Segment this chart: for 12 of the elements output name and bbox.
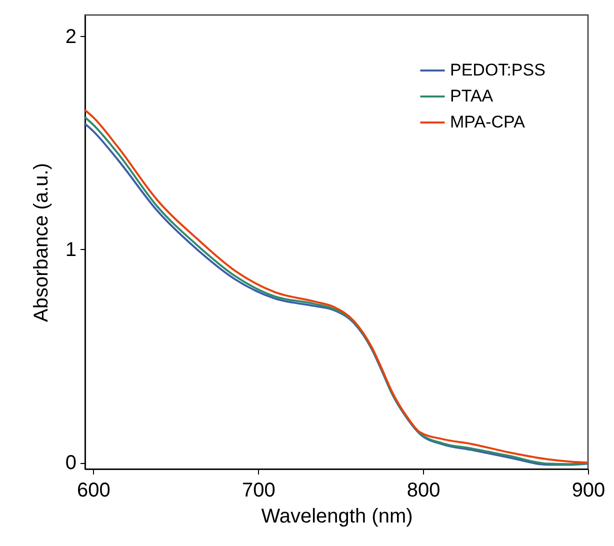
x-axis-title: Wavelength (nm): [261, 506, 413, 528]
y-tick-label: 2: [65, 26, 76, 48]
y-axis-title: Absorbance (a.u.): [30, 163, 52, 322]
legend-label: MPA-CPA: [450, 112, 526, 132]
x-tick-label: 900: [572, 480, 606, 502]
y-tick-label: 1: [65, 238, 76, 261]
x-tick-label: 700: [242, 480, 276, 502]
x-tick-label: 600: [77, 480, 110, 502]
y-tick-label: 0: [65, 452, 76, 474]
x-tick-label: 800: [406, 480, 440, 502]
legend-label: PTAA: [450, 86, 494, 106]
legend-label: PEDOT:PSS: [450, 60, 546, 80]
